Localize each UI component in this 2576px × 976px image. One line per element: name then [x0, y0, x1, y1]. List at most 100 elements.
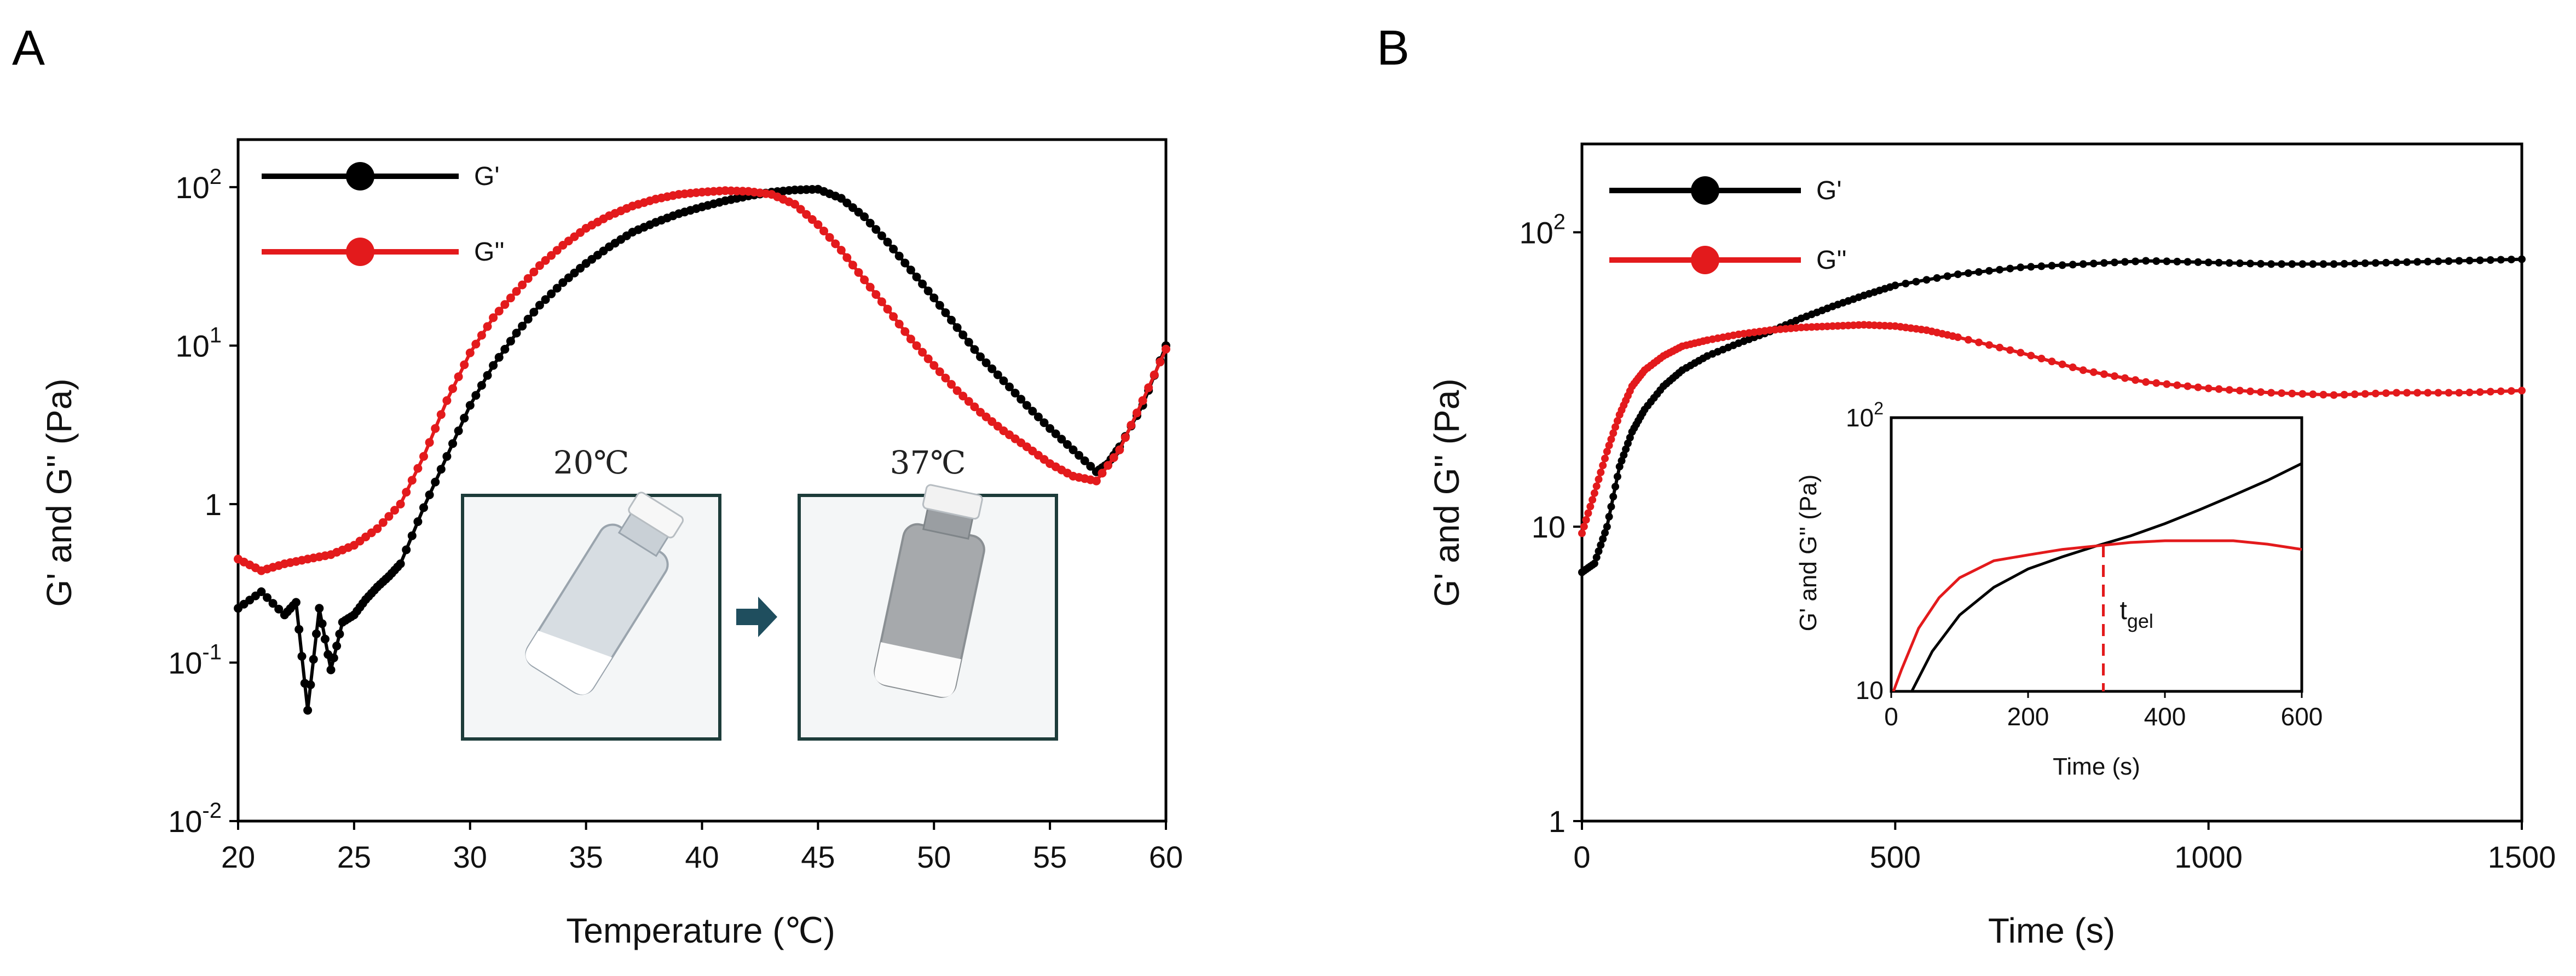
data-point-g-double-prime — [2215, 385, 2223, 393]
data-point-g-prime — [1622, 445, 1630, 453]
data-point-g-prime — [1086, 461, 1095, 471]
data-point-g-double-prime — [384, 512, 394, 521]
data-point-g-prime — [483, 371, 492, 380]
data-point-g-double-prime — [535, 261, 544, 270]
data-point-g-double-prime — [836, 246, 846, 255]
y-tick-base: 1 — [205, 487, 222, 522]
data-point-g-prime — [2278, 260, 2286, 268]
data-point-g-double-prime — [2069, 363, 2077, 371]
data-point-g-double-prime — [1603, 447, 1611, 455]
data-point-g-double-prime — [465, 348, 475, 357]
data-point-g-double-prime — [431, 424, 440, 433]
data-point-g-prime — [477, 381, 486, 390]
data-point-g-prime — [465, 401, 475, 410]
data-point-g-prime — [2184, 258, 2192, 266]
data-point-g-double-prime — [1592, 482, 1601, 490]
data-point-g-prime — [407, 531, 417, 540]
data-point-g-double-prime — [2089, 368, 2098, 376]
data-point-g-double-prime — [918, 348, 927, 357]
data-point-g-double-prime — [935, 367, 944, 377]
panel-a-letter: A — [12, 21, 45, 76]
panel-b-x-ticks: 0 500 1000 1500 — [1573, 821, 2556, 874]
data-point-g-double-prime — [378, 518, 388, 527]
data-point-g-prime — [2267, 260, 2275, 268]
data-point-g-prime — [2163, 257, 2171, 265]
data-point-g-prime — [257, 587, 266, 596]
data-point-g-prime — [431, 477, 440, 487]
data-point-g-double-prime — [2434, 389, 2442, 397]
data-point-g-double-prime — [1589, 496, 1597, 504]
data-point-g-prime — [871, 225, 881, 234]
data-point-g-double-prime — [947, 380, 956, 389]
data-point-g-prime — [332, 642, 342, 651]
x-tick-label: 35 — [569, 840, 603, 874]
x-tick-label: 1500 — [2488, 840, 2556, 874]
y-tick-label: 102 — [1519, 210, 1566, 250]
data-point-g-prime — [1624, 440, 1632, 447]
inset-y-tick-label: 102 — [1846, 399, 1884, 432]
photo-label-20c: 20℃ — [553, 444, 629, 481]
x-tick-label: 30 — [453, 840, 487, 874]
data-point-g-double-prime — [518, 280, 527, 290]
data-point-g-prime — [1615, 463, 1624, 471]
data-point-g-prime — [976, 352, 985, 361]
data-point-g-prime — [309, 655, 318, 664]
y-tick-label: 10-1 — [168, 640, 222, 680]
data-point-g-double-prime — [2288, 389, 2296, 397]
data-point-g-prime — [570, 268, 579, 278]
data-point-g-prime — [500, 345, 510, 354]
data-point-g-double-prime — [1586, 503, 1595, 511]
data-point-g-prime — [506, 337, 515, 346]
y-tick-exponent: 1 — [210, 323, 222, 347]
inset-y-tick-base: 10 — [1856, 676, 1884, 704]
data-point-g-prime — [1609, 493, 1618, 501]
y-tick-exponent: -1 — [202, 640, 222, 664]
x-tick-label: 20 — [221, 840, 255, 874]
data-point-g-prime — [2204, 258, 2213, 267]
data-point-g-double-prime — [2497, 387, 2505, 395]
panel-a-x-ticks: 20 25 30 35 40 45 50 55 60 — [221, 821, 1183, 874]
data-point-g-double-prime — [1120, 433, 1130, 442]
arrow-right-icon — [736, 597, 777, 637]
data-point-g-prime — [2319, 260, 2327, 268]
data-point-g-prime — [912, 273, 921, 281]
data-point-g-double-prime — [425, 438, 434, 447]
data-point-g-double-prime — [871, 290, 881, 299]
inset-y-tick-exponent: 2 — [1874, 399, 1884, 418]
data-point-g-prime — [317, 619, 327, 628]
data-point-g-prime — [436, 465, 446, 474]
data-point-g-prime — [419, 503, 428, 512]
data-point-g-double-prime — [396, 499, 405, 509]
data-point-g-prime — [2257, 259, 2265, 268]
data-point-g-prime — [268, 599, 278, 608]
data-point-g-prime — [1046, 424, 1055, 433]
data-point-g-prime — [1620, 451, 1628, 459]
data-point-g-double-prime — [2257, 388, 2265, 396]
data-point-g-double-prime — [541, 256, 550, 265]
data-point-g-prime — [2058, 261, 2066, 269]
data-point-g-prime — [2288, 260, 2296, 268]
y-tick-label: 102 — [175, 165, 222, 205]
data-point-g-prime — [2089, 259, 2098, 268]
data-point-g-prime — [935, 301, 944, 310]
data-point-g-prime — [2079, 260, 2087, 268]
data-point-g-double-prime — [2267, 389, 2275, 397]
data-point-g-double-prime — [500, 300, 510, 309]
data-point-g-double-prime — [2486, 388, 2494, 396]
data-point-g-prime — [489, 361, 498, 370]
data-point-g-double-prime — [2100, 370, 2108, 378]
data-point-g-double-prime — [1605, 441, 1613, 449]
data-point-g-prime — [523, 315, 533, 324]
data-point-g-prime — [1954, 270, 1962, 279]
data-point-g-prime — [1016, 395, 1026, 404]
data-point-g-double-prime — [506, 293, 515, 303]
data-point-g-prime — [1010, 389, 1020, 398]
data-point-g-double-prime — [2350, 390, 2359, 399]
data-point-g-double-prime — [2340, 391, 2348, 399]
data-point-g-prime — [2486, 256, 2494, 264]
data-point-g-prime — [941, 308, 950, 317]
data-point-g-prime — [547, 289, 556, 298]
